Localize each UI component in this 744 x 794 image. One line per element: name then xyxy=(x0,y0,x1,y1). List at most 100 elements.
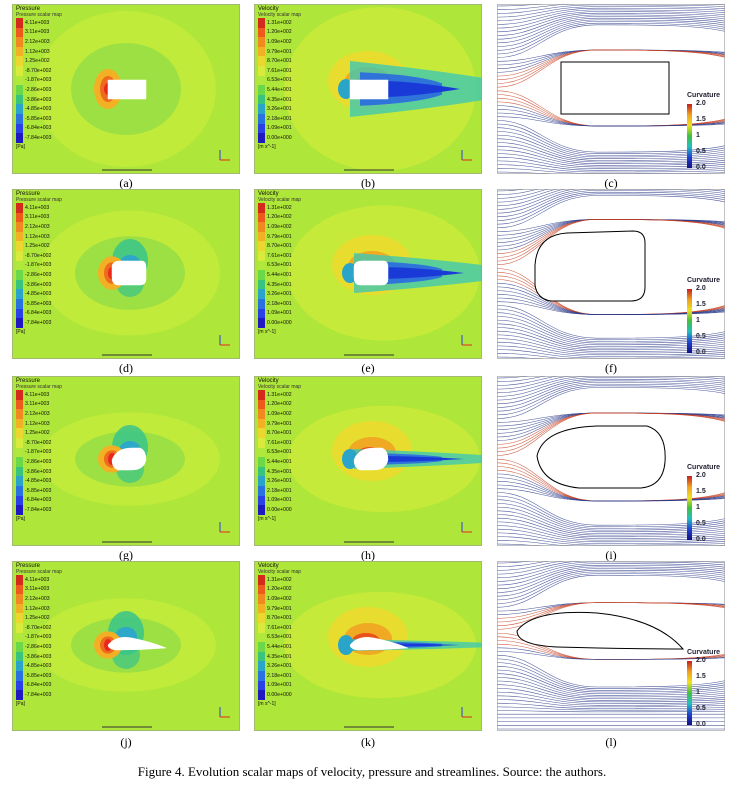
velocity-legend-value: 5.44e+001 xyxy=(267,271,292,278)
pressure-legend-entry: -1.87e+003 xyxy=(16,447,62,458)
pressure-legend-swatch xyxy=(16,505,23,515)
pressure-legend-swatch xyxy=(16,203,23,213)
streamline xyxy=(497,378,725,401)
streamline xyxy=(497,377,725,397)
streamline xyxy=(497,4,725,14)
pressure-legend-value: -8.70e+002 xyxy=(25,439,52,446)
velocity-legend-swatch xyxy=(258,308,265,319)
streamline xyxy=(497,376,725,394)
body-shape xyxy=(353,260,389,286)
velocity-legend-entry: 6.53e+001 xyxy=(258,447,301,458)
streamline xyxy=(497,517,725,538)
velocity-legend-title: Velocity xyxy=(258,191,279,197)
pressure-map-panel: Pressure Pressure scalar map 4.11e+003 3.11… xyxy=(12,4,240,174)
velocity-legend-entry: 9.79e+001 xyxy=(258,603,301,614)
streamline xyxy=(497,16,725,40)
pressure-legend-swatch xyxy=(16,437,23,448)
streamline xyxy=(497,4,545,7)
figure-caption: Figure 4. Evolution scalar maps of veloc… xyxy=(137,764,607,779)
pressure-legend-swatch xyxy=(16,584,23,595)
pressure-legend-value: -4.85e+003 xyxy=(25,663,52,670)
curvature-legend-title: Curvature xyxy=(687,92,721,99)
velocity-legend-entry: 9.79e+001 xyxy=(258,418,301,429)
streamline xyxy=(497,193,725,225)
velocity-legend-entry: 4.35e+001 xyxy=(258,94,301,105)
pressure-legend-value: 3.11e+003 xyxy=(25,214,50,221)
pressure-legend-value: -1.87e+003 xyxy=(25,77,52,84)
streamline xyxy=(497,510,725,534)
streamline xyxy=(497,574,725,608)
pressure-legend-entry: 3.11e+003 xyxy=(16,27,62,38)
pressure-legend: Pressure Pressure scalar map 4.11e+003 3.11… xyxy=(16,191,62,335)
streamline xyxy=(497,684,725,701)
pressure-legend-entry: -4.85e+003 xyxy=(16,289,62,299)
velocity-legend-entry: 4.35e+001 xyxy=(258,651,301,662)
streamline xyxy=(497,699,725,708)
streamline xyxy=(497,506,725,533)
velocity-legend-swatch xyxy=(258,575,265,585)
velocity-legend-unit: [m s^-1] xyxy=(258,700,276,707)
velocity-legend-swatch xyxy=(258,250,265,261)
pressure-legend-value: -7.84e+003 xyxy=(25,506,52,513)
velocity-legend-swatch xyxy=(258,94,265,105)
velocity-legend-value: 0.00e+000 xyxy=(267,691,292,698)
velocity-legend-entry: 1.31e+002 xyxy=(258,390,301,400)
pressure-legend-value: 1.12e+003 xyxy=(25,233,50,240)
velocity-legend-entry: 3.26e+001 xyxy=(258,104,301,114)
velocity-legend-value: 1.20e+002 xyxy=(267,29,292,36)
pressure-legend-swatch xyxy=(16,46,23,57)
pressure-legend: Pressure Pressure scalar map 4.11e+003 3.11… xyxy=(16,563,62,707)
streamline xyxy=(497,691,725,704)
velocity-legend-swatch xyxy=(258,222,265,232)
streamline xyxy=(497,316,725,344)
pressure-legend-entry: -7.84e+003 xyxy=(16,690,62,700)
velocity-legend-swatch xyxy=(258,642,265,652)
streamline xyxy=(497,543,545,546)
streamline xyxy=(497,14,725,36)
pressure-legend-value: -6.84e+003 xyxy=(25,497,52,504)
velocity-legend-entry: 7.61e+001 xyxy=(258,65,301,76)
velocity-legend-value: 1.31e+002 xyxy=(267,204,292,211)
velocity-legend-swatch xyxy=(258,447,265,458)
subfigure-label: (j) xyxy=(120,735,132,749)
velocity-legend-value: 1.09e+001 xyxy=(267,125,292,132)
streamline xyxy=(497,19,725,47)
pressure-legend-entry: -6.84e+003 xyxy=(16,308,62,319)
pressure-legend-swatch xyxy=(16,575,23,585)
subfigure-label: (e) xyxy=(361,361,375,375)
body-shape xyxy=(111,447,147,471)
streamline xyxy=(497,305,725,339)
pressure-legend-value: -3.86e+003 xyxy=(25,468,52,475)
subfigure-label: (f) xyxy=(605,361,617,375)
velocity-legend-entry: 2.18e+001 xyxy=(258,485,301,496)
streamline xyxy=(497,376,547,382)
curvature-legend: Curvature 2.0 1.5 1 0.5 0.0 xyxy=(687,464,720,543)
streamline xyxy=(497,219,725,266)
pressure-legend-entry: -3.86e+003 xyxy=(16,466,62,477)
pressure-map-panel: Pressure Pressure scalar map 4.11e+003 3.11… xyxy=(12,189,240,359)
streamline xyxy=(497,540,725,546)
pressure-legend-swatch xyxy=(16,231,23,242)
velocity-legend-value: 7.61e+001 xyxy=(267,67,292,74)
pressure-legend-entry: -2.86e+003 xyxy=(16,457,62,467)
curvature-colorbar xyxy=(687,661,692,725)
streamline xyxy=(497,503,725,531)
pressure-legend-entry: -6.84e+003 xyxy=(16,680,62,691)
pressure-legend-value: 2.12e+003 xyxy=(25,410,50,417)
pressure-legend-value: -2.86e+003 xyxy=(25,643,52,650)
streamline xyxy=(497,123,725,154)
velocity-legend-swatch xyxy=(258,466,265,477)
velocity-legend-swatch xyxy=(258,613,265,623)
streamline xyxy=(497,573,725,604)
streamline xyxy=(497,189,725,207)
pressure-legend-value: 2.12e+003 xyxy=(25,38,50,45)
curvature-colorbar xyxy=(687,104,692,168)
velocity-legend-entry: 5.44e+001 xyxy=(258,457,301,467)
velocity-legend-swatch xyxy=(258,231,265,242)
streamline xyxy=(497,189,725,214)
streamline xyxy=(497,189,540,195)
pressure-legend-entry: -5.85e+003 xyxy=(16,298,62,309)
streamline xyxy=(497,195,725,229)
panel-border xyxy=(497,561,725,731)
velocity-legend-swatch xyxy=(258,212,265,223)
